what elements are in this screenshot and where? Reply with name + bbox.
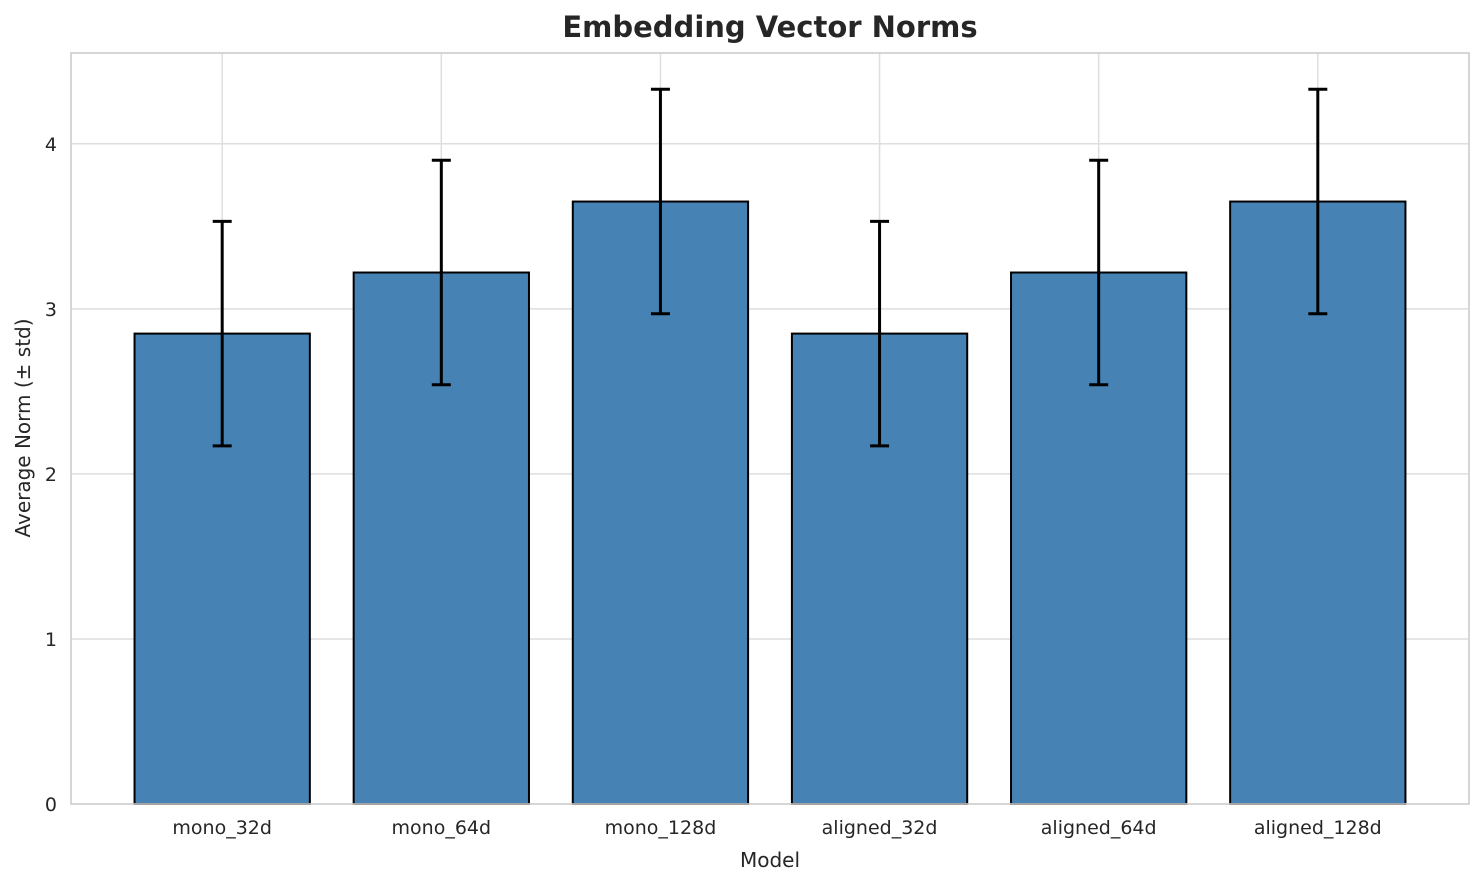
y-tick-label: 2 [45,464,57,486]
plot-area: 0 1 2 3 4 mono_32d mono_64d mono_128d aligned_32… [45,52,1470,839]
y-tick-label: 1 [45,629,57,651]
x-tick-label: mono_128d [605,817,717,839]
y-tick-label: 4 [45,134,57,156]
x-tick-label: mono_64d [392,817,492,839]
x-axis-label: Model [740,848,800,872]
axes-frame [70,52,1470,805]
y-tick-label: 3 [45,299,57,321]
x-tick-label: mono_32d [172,817,272,839]
y-tick-label: 0 [45,794,57,816]
x-tick-label: aligned_64d [1041,817,1157,839]
x-tick-label: aligned_128d [1254,817,1382,839]
chart-title: Embedding Vector Norms [562,10,977,44]
y-axis-label: Average Norm (± std) [11,318,35,537]
x-tick-label: aligned_32d [822,817,938,839]
